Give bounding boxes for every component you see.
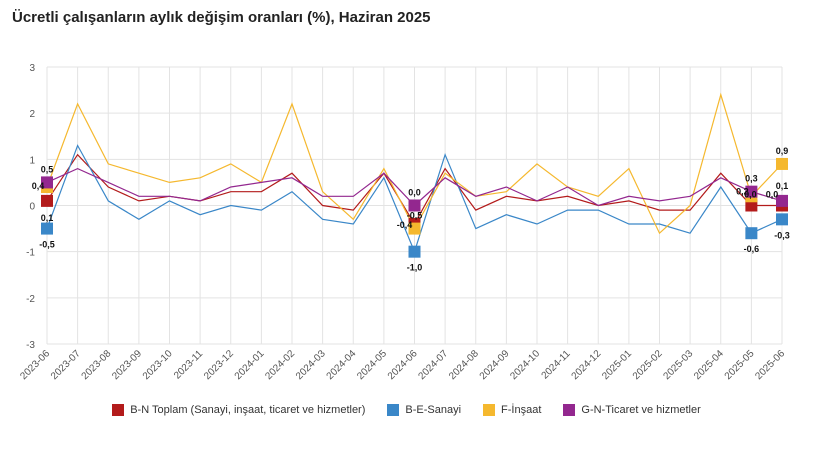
legend-swatch <box>112 404 125 416</box>
x-tick-label: 2024-02 <box>263 348 297 382</box>
data-label: 0,1 <box>41 213 54 223</box>
data-label: -0,6 <box>744 244 760 254</box>
legend-label: G-N-Ticaret ve hizmetler <box>581 404 701 416</box>
data-point-marker <box>408 222 421 235</box>
x-tick-label: 2023-10 <box>141 348 175 382</box>
data-point-marker <box>745 185 758 198</box>
data-label: 0,0 <box>408 188 421 198</box>
data-point-marker <box>41 194 53 207</box>
data-label: 0,0 <box>766 190 779 200</box>
chart-title: Ücretli çalışanların aylık değişim oranl… <box>12 9 431 26</box>
data-label: 0,0 <box>744 190 757 200</box>
y-tick-label: 3 <box>29 63 35 74</box>
legend: B-N Toplam (Sanayi, inşaat, ticaret ve h… <box>0 404 813 416</box>
data-point-marker <box>776 213 788 226</box>
x-tick-label: 2023-12 <box>202 348 236 382</box>
x-tick-label: 2023-09 <box>110 348 144 382</box>
x-tick-label: 2025-03 <box>662 348 696 382</box>
legend-label: B-E-Sanayi <box>405 404 462 416</box>
x-tick-label: 2024-08 <box>447 348 481 382</box>
y-tick-label: -3 <box>26 340 35 351</box>
data-point-marker <box>408 199 421 212</box>
x-tick-label: 2023-11 <box>172 348 206 382</box>
y-tick-label: 0 <box>29 202 35 213</box>
data-label: 0,1 <box>776 181 789 191</box>
legend-swatch <box>387 404 400 416</box>
legend-swatch <box>483 404 496 416</box>
data-point-marker <box>745 227 758 240</box>
x-tick-label: 2025-01 <box>600 348 634 382</box>
x-tick-label: 2023-06 <box>18 348 52 382</box>
x-tick-label: 2025-05 <box>723 348 757 382</box>
data-point-marker <box>776 194 788 207</box>
data-label: -1,0 <box>407 263 423 273</box>
x-tick-label: 2024-04 <box>325 348 359 382</box>
legend-label: F-İnşaat <box>501 404 542 416</box>
x-tick-label: 2025-04 <box>692 348 726 382</box>
data-point-marker <box>776 157 788 170</box>
data-label: -0,5 <box>407 211 423 221</box>
x-tick-label: 2024-06 <box>386 348 420 382</box>
data-label: 0,4 <box>32 181 45 191</box>
data-label: 0,3 <box>745 174 758 184</box>
data-label: -0,5 <box>39 240 55 250</box>
data-label: 0,5 <box>41 164 54 174</box>
data-label: -0,3 <box>774 230 790 240</box>
x-tick-label: 2025-02 <box>631 348 665 382</box>
x-tick-label: 2024-11 <box>540 348 574 382</box>
x-tick-label: 2024-07 <box>417 348 451 382</box>
data-point-marker <box>745 199 758 212</box>
x-tick-label: 2024-05 <box>355 348 389 382</box>
legend-item: B-E-Sanayi <box>387 404 461 416</box>
legend-item: F-İnşaat <box>483 404 541 416</box>
x-tick-label: 2023-08 <box>80 348 114 382</box>
x-tick-label: 2024-01 <box>233 348 267 382</box>
data-point-marker <box>41 176 53 189</box>
x-tick-label: 2024-10 <box>508 348 542 382</box>
data-label: 0,9 <box>776 146 789 156</box>
legend-item: G-N-Ticaret ve hizmetler <box>563 404 701 416</box>
legend-label: B-N Toplam (Sanayi, inşaat, ticaret ve h… <box>130 404 366 416</box>
data-point-marker <box>41 222 53 235</box>
data-label: -0,4 <box>397 220 413 230</box>
y-tick-label: 1 <box>29 155 35 166</box>
x-tick-label: 2024-12 <box>570 348 604 382</box>
legend-swatch <box>563 404 576 416</box>
x-tick-label: 2024-09 <box>478 348 512 382</box>
y-tick-label: 2 <box>29 109 35 120</box>
data-label: 0,2 <box>736 186 749 196</box>
data-point-marker <box>408 245 421 258</box>
legend-item: B-N Toplam (Sanayi, inşaat, ticaret ve h… <box>112 404 365 416</box>
y-tick-label: -1 <box>26 248 35 259</box>
y-tick-label: -2 <box>26 294 35 305</box>
x-tick-label: 2024-03 <box>294 348 328 382</box>
x-tick-label: 2025-06 <box>753 348 787 382</box>
x-tick-label: 2023-07 <box>49 348 83 382</box>
